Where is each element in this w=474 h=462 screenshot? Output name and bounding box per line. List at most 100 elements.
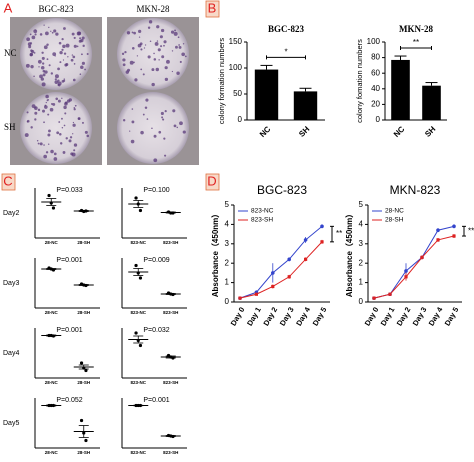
colony — [176, 126, 179, 129]
x-tick-label: 28-NC — [45, 380, 59, 385]
colony — [29, 53, 33, 57]
colony — [59, 61, 62, 64]
x-tick-label: 823-NC — [130, 310, 146, 315]
colony — [73, 106, 76, 109]
colony — [61, 117, 63, 120]
chart-title: BGC-823 — [268, 24, 305, 34]
data-point — [84, 368, 88, 373]
colony — [67, 56, 69, 58]
colony — [39, 74, 43, 79]
colony — [59, 133, 62, 136]
colony — [46, 58, 49, 61]
colony — [182, 43, 185, 45]
colony — [44, 31, 49, 36]
p-value: P=0.001 — [143, 397, 169, 404]
colony — [164, 110, 167, 113]
x-tick-label: 823-SH — [163, 240, 178, 245]
colony — [133, 31, 136, 35]
colony — [31, 104, 36, 109]
colony — [151, 82, 155, 87]
colony — [74, 104, 77, 107]
colony — [122, 63, 126, 67]
marker — [320, 224, 324, 229]
y-tick-label: 1 — [225, 278, 230, 287]
colony — [158, 130, 162, 134]
colony — [48, 26, 50, 29]
significance: ** — [413, 38, 419, 47]
series-line — [239, 225, 323, 299]
colony — [25, 63, 30, 68]
colony — [64, 112, 67, 115]
colony — [61, 127, 64, 129]
data-point — [79, 418, 84, 423]
colony — [62, 151, 66, 154]
legend-label: 28-NC — [385, 208, 404, 215]
colony — [73, 36, 76, 40]
colony — [71, 32, 75, 36]
colony — [139, 42, 143, 46]
colony — [42, 73, 46, 77]
colony — [129, 130, 131, 132]
colony — [72, 78, 76, 82]
data-point — [134, 331, 138, 335]
colony — [126, 31, 131, 35]
colony — [164, 154, 167, 157]
colony — [157, 48, 161, 52]
colony — [63, 27, 66, 30]
chart-title: BGC-823 — [257, 183, 307, 197]
data-point — [138, 276, 143, 280]
bar — [391, 59, 410, 120]
colony — [40, 77, 44, 81]
colony — [76, 45, 79, 48]
colony — [158, 59, 160, 61]
colony — [73, 143, 78, 147]
colony — [171, 50, 174, 52]
colony — [55, 97, 59, 101]
colony — [62, 44, 66, 49]
colony — [26, 37, 31, 42]
colony — [77, 117, 81, 121]
colony — [49, 107, 54, 112]
y-tick-label: 100 — [367, 37, 381, 46]
significance: * — [284, 48, 287, 57]
data-point — [79, 361, 84, 365]
marker — [420, 255, 424, 259]
colony — [163, 44, 165, 47]
colony — [72, 133, 74, 135]
panel-letter-box — [205, 0, 220, 18]
colony — [54, 78, 57, 81]
colony — [151, 127, 153, 130]
bar — [293, 91, 318, 120]
colony — [163, 137, 166, 140]
colony — [179, 60, 182, 64]
y-tick-label: 5 — [225, 200, 230, 209]
colony — [71, 152, 76, 157]
data-point — [47, 193, 51, 198]
colony — [41, 62, 45, 65]
colony — [36, 139, 39, 142]
colony — [54, 74, 59, 79]
marker — [304, 257, 308, 261]
marker — [303, 238, 308, 242]
colony — [69, 136, 73, 139]
marker — [287, 275, 291, 279]
panel-letter: A — [4, 0, 13, 15]
p-value: P=0.001 — [56, 327, 82, 334]
panel-letter-box — [205, 173, 220, 191]
colony — [138, 29, 142, 34]
colony — [58, 121, 61, 123]
y-tick-label: 20 — [371, 100, 380, 109]
x-tick-label: 823-SH — [163, 450, 178, 455]
colony — [131, 47, 135, 50]
legend-label: 28-SH — [385, 217, 404, 224]
y-tick-label: 2 — [359, 258, 364, 267]
colony — [160, 111, 164, 115]
colony — [42, 69, 46, 73]
colony — [144, 44, 147, 46]
colony — [80, 53, 83, 56]
colony — [175, 45, 178, 49]
colony — [73, 44, 77, 48]
colony — [50, 149, 54, 154]
colony — [46, 43, 49, 46]
colony — [153, 134, 157, 138]
